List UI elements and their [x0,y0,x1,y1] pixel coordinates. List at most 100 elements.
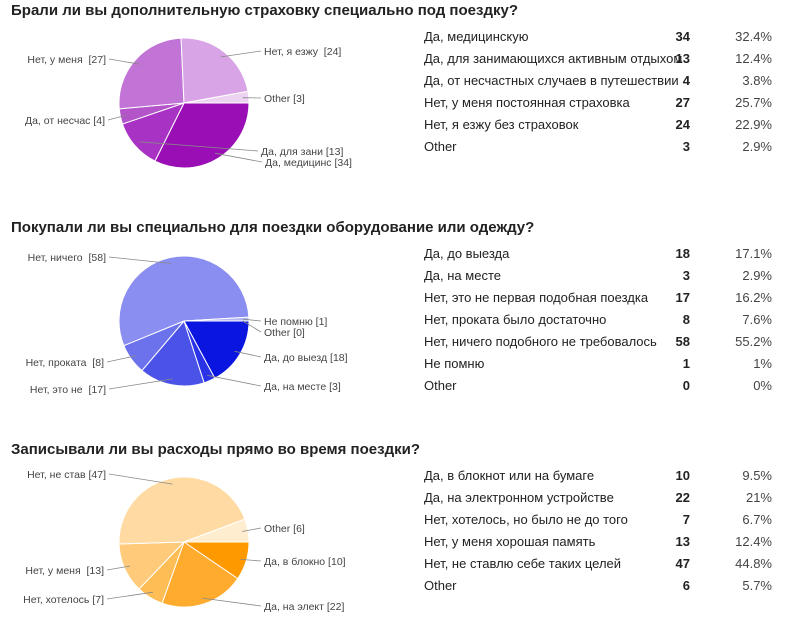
result-row: Да, медицинскую 34 32.4% [424,26,784,48]
result-row: Да, до выезда 18 17.1% [424,243,784,265]
result-row: Нет, не ставлю себе таких целей 47 44.8% [424,553,784,575]
slice-label: Не помню [1] [264,316,327,328]
slice-label: Да, до выезд [18] [264,352,348,364]
answer-count: 17 [675,290,690,305]
leader-line [242,320,262,333]
answer-label: Да, на электронном устройстве [424,490,614,505]
answer-count: 13 [675,51,690,66]
slice-label: Other [3] [264,93,305,105]
leader-line [107,114,127,121]
result-row: Нет, у меня хорошая память 13 12.4% [424,531,784,553]
leader-line [220,50,262,58]
answer-count: 1 [682,356,690,371]
answer-percent: 12.4% [735,51,772,66]
answer-count: 3 [682,268,690,283]
answer-label: Нет, проката было достаточно [424,312,607,327]
slice-label: Нет, проката [8] [26,357,104,369]
answer-percent: 7.6% [742,312,772,327]
answer-percent: 9.5% [742,468,772,483]
answer-percent: 32.4% [735,29,772,44]
result-row: Other 3 2.9% [424,136,784,158]
slice-label: Да, в блокно [10] [264,556,346,568]
question-title: Записывали ли вы расходы прямо во время … [11,441,420,458]
answer-count: 24 [675,117,690,132]
answer-label: Нет, у меня хорошая память [424,534,596,549]
answer-label: Да, до выезда [424,246,510,261]
question-3-section: Записывали ли вы расходы прямо во время … [0,439,810,624]
answer-percent: 55.2% [735,334,772,349]
answer-count: 6 [682,578,690,593]
answer-label: Other [424,578,457,593]
slice-label: Нет, это не [17] [30,384,106,396]
result-row: Other 6 5.7% [424,575,784,597]
question-title: Брали ли вы дополнительную страховку спе… [11,2,518,19]
answer-label: Other [424,378,457,393]
leader-line [242,318,262,322]
answer-count: 13 [675,534,690,549]
answer-label: Нет, не ставлю себе таких целей [424,556,622,571]
slice-label: Other [6] [264,523,305,535]
result-row: Да, для занимающихся активным отдыхом 13 1… [424,48,784,70]
leader-line [207,374,262,387]
answer-percent: 16.2% [735,290,772,305]
pie-chart: Да, до выезд [18] Да, на месте [3] Нет, эт… [26,252,348,396]
slice-label: Да, для зани [13] [261,146,343,158]
slice-label: Да, медицинс [34] [265,157,352,169]
leader-line [108,378,173,390]
leader-line [108,58,140,65]
slice-label: Нет, хотелось [7] [23,594,104,606]
answer-count: 47 [675,556,690,571]
result-row: Нет, это не первая подобная поездка 17 16.… [424,287,784,309]
answer-label: Нет, я езжу без страховок [424,117,579,132]
answer-percent: 25.7% [735,95,772,110]
pie-slice [180,37,249,104]
answer-label: Да, медицинскую [424,29,529,44]
leader-line [106,355,137,363]
answer-percent: 22.9% [735,117,772,132]
slice-label: Нет, у меня [27] [27,54,106,66]
answer-percent: 5.7% [742,578,772,593]
pie-slice [118,476,246,545]
answer-count: 7 [682,512,690,527]
slice-label: Да, на месте [3] [264,381,341,393]
answer-count: 34 [675,29,690,44]
leader-line [106,591,154,600]
slice-label: Other [0] [264,327,305,339]
answer-percent: 6.7% [742,512,772,527]
pie-slice [141,319,205,387]
question-2-section: Покупали ли вы специально для поездки об… [0,217,810,427]
answer-label: Нет, у меня постоянная страховка [424,95,630,110]
answer-label: Да, для занимающихся активным отдыхом [424,51,683,66]
answer-count: 22 [675,490,690,505]
slice-label: Нет, я езжу [24] [264,46,341,58]
answer-label: Да, в блокнот или на бумаге [424,468,595,483]
slice-label: Нет, не став [47] [27,469,106,481]
result-row: Нет, у меня постоянная страховка 27 25.7% [424,92,784,114]
answer-count: 10 [675,468,690,483]
answer-percent: 1% [753,356,772,371]
answer-label: Other [424,139,457,154]
answer-label: Нет, это не первая подобная поездка [424,290,649,305]
answer-label: Да, на месте [424,268,501,283]
slice-label: Да, на элект [22] [264,601,344,613]
answer-count: 4 [682,73,690,88]
slice-label: Да, от несчас [4] [25,115,105,127]
pie-slice [183,316,250,322]
results-table: Да, в блокнот или на бумаге 10 9.5% Да, на … [424,465,784,597]
answer-percent: 21% [745,490,772,505]
leader-line [214,152,263,163]
leader-line [234,350,262,358]
leader-line [108,256,171,264]
slice-label: Нет, ничего [58] [28,252,106,264]
answer-percent: 2.9% [742,139,772,154]
answer-percent: 44.8% [735,556,772,571]
answer-label: Нет, ничего подобного не требовалось [424,334,657,349]
leader-line [106,565,131,571]
result-row: Нет, хотелось, но было не до того 7 6.7% [424,509,784,531]
result-row: Other 0 0% [424,375,784,397]
pie-slice [118,37,185,110]
result-row: Нет, ничего подобного не требовалось 58 55… [424,331,784,353]
answer-percent: 2.9% [742,268,772,283]
result-row: Не помню 1 1% [424,353,784,375]
slice-label: Нет, у меня [13] [25,565,104,577]
